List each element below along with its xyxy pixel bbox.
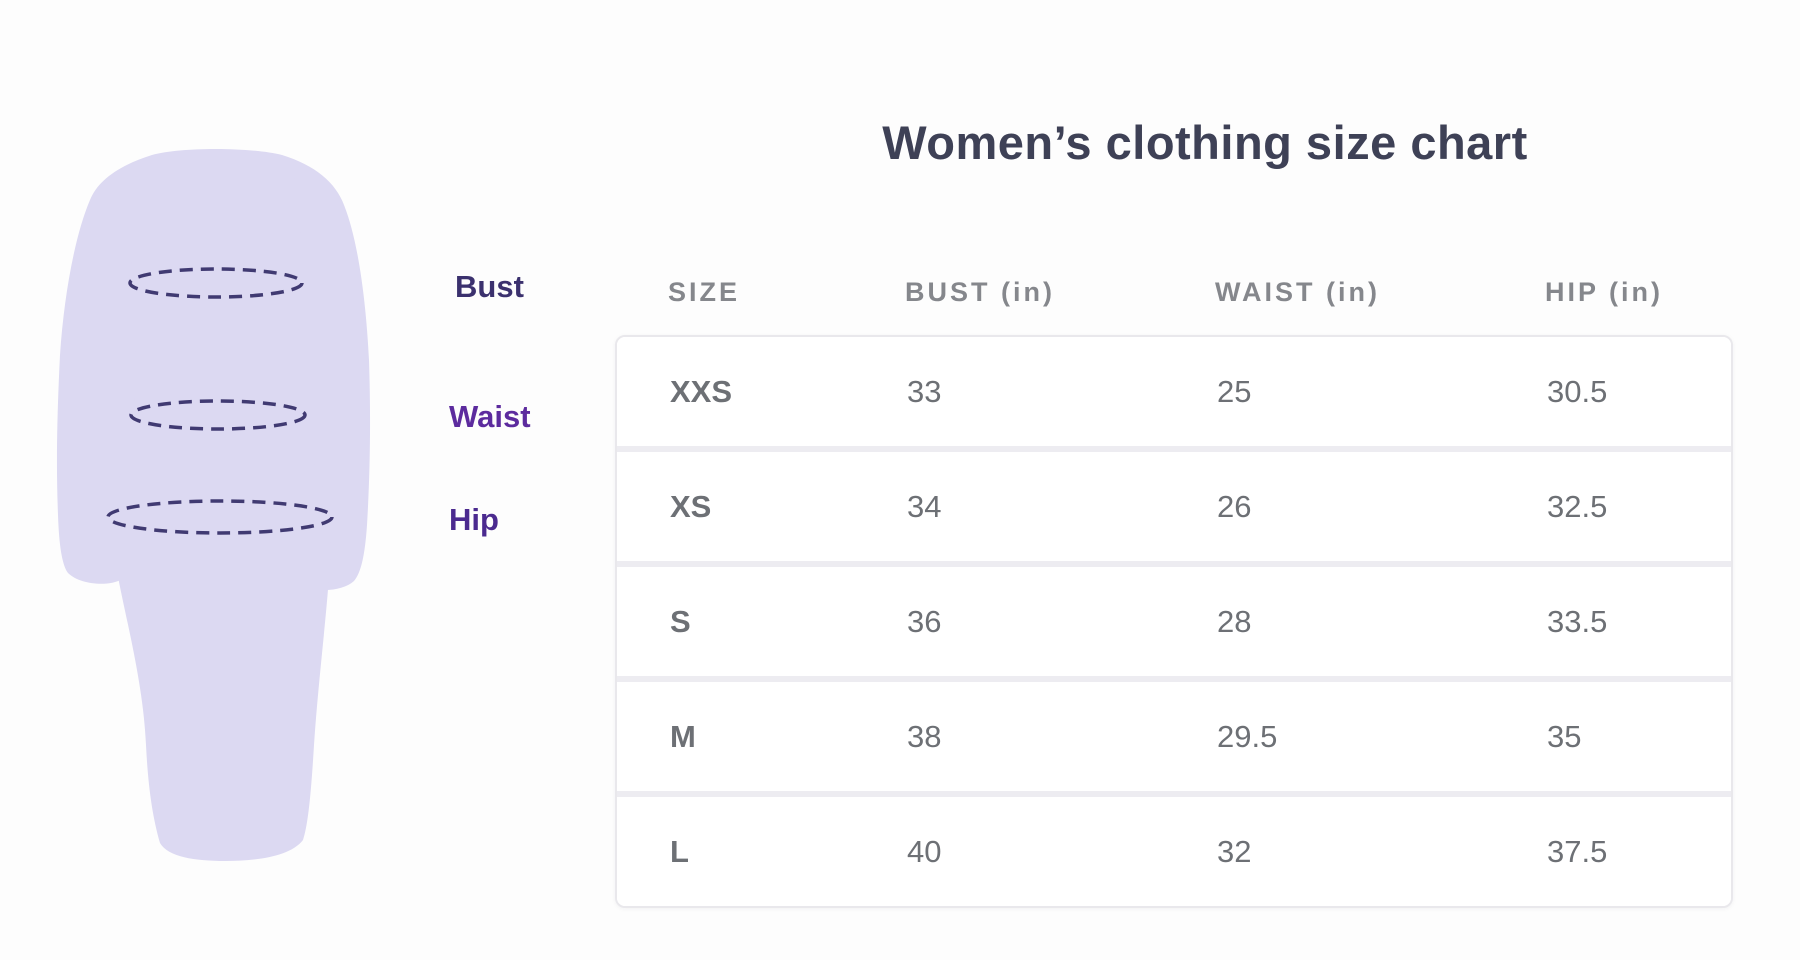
waist-label: Waist [449, 399, 531, 434]
bust-measure-ellipse [128, 267, 304, 299]
cell-bust: 33 [907, 373, 942, 409]
cell-waist: 29.5 [1217, 718, 1278, 754]
header-bust: BUST (in) [905, 276, 1055, 307]
cell-waist: 26 [1217, 488, 1252, 524]
cell-hip: 33.5 [1547, 603, 1608, 639]
cell-size: L [670, 833, 689, 869]
size-table-header: SIZE BUST (in) WAIST (in) HIP (in) [615, 272, 1733, 312]
cell-bust: 40 [907, 833, 942, 869]
cell-waist: 32 [1217, 833, 1252, 869]
header-hip: HIP (in) [1545, 276, 1663, 307]
header-size: SIZE [668, 276, 741, 307]
cell-bust: 34 [907, 488, 942, 524]
table-row-s: S 36 28 33.5 [617, 561, 1731, 676]
dress-illustration [56, 149, 371, 861]
page-title: Women’s clothing size chart [882, 116, 1528, 169]
waist-measure-ellipse [129, 399, 307, 431]
cell-size: S [670, 603, 691, 639]
hip-measure-ellipse [106, 499, 334, 535]
table-row-xs: XS 34 26 32.5 [617, 446, 1731, 561]
cell-hip: 30.5 [1547, 373, 1608, 409]
cell-bust: 38 [907, 718, 942, 754]
cell-hip: 32.5 [1547, 488, 1608, 524]
bust-label: Bust [455, 269, 524, 304]
cell-waist: 25 [1217, 373, 1252, 409]
table-row-xxs: XXS 33 25 30.5 [617, 337, 1731, 446]
cell-size: XS [670, 488, 712, 524]
cell-bust: 36 [907, 603, 942, 639]
dress-body [111, 149, 331, 861]
table-row-l: L 40 32 37.5 [617, 791, 1731, 906]
cell-size: M [670, 718, 696, 754]
table-row-m: M 38 29.5 35 [617, 676, 1731, 791]
hip-label: Hip [449, 502, 499, 537]
header-waist: WAIST (in) [1215, 276, 1380, 307]
cell-size: XXS [670, 373, 733, 409]
cell-waist: 28 [1217, 603, 1252, 639]
size-table: XXS 33 25 30.5 XS 34 26 32.5 S 36 28 33.… [615, 335, 1733, 908]
cell-hip: 35 [1547, 718, 1582, 754]
cell-hip: 37.5 [1547, 833, 1608, 869]
